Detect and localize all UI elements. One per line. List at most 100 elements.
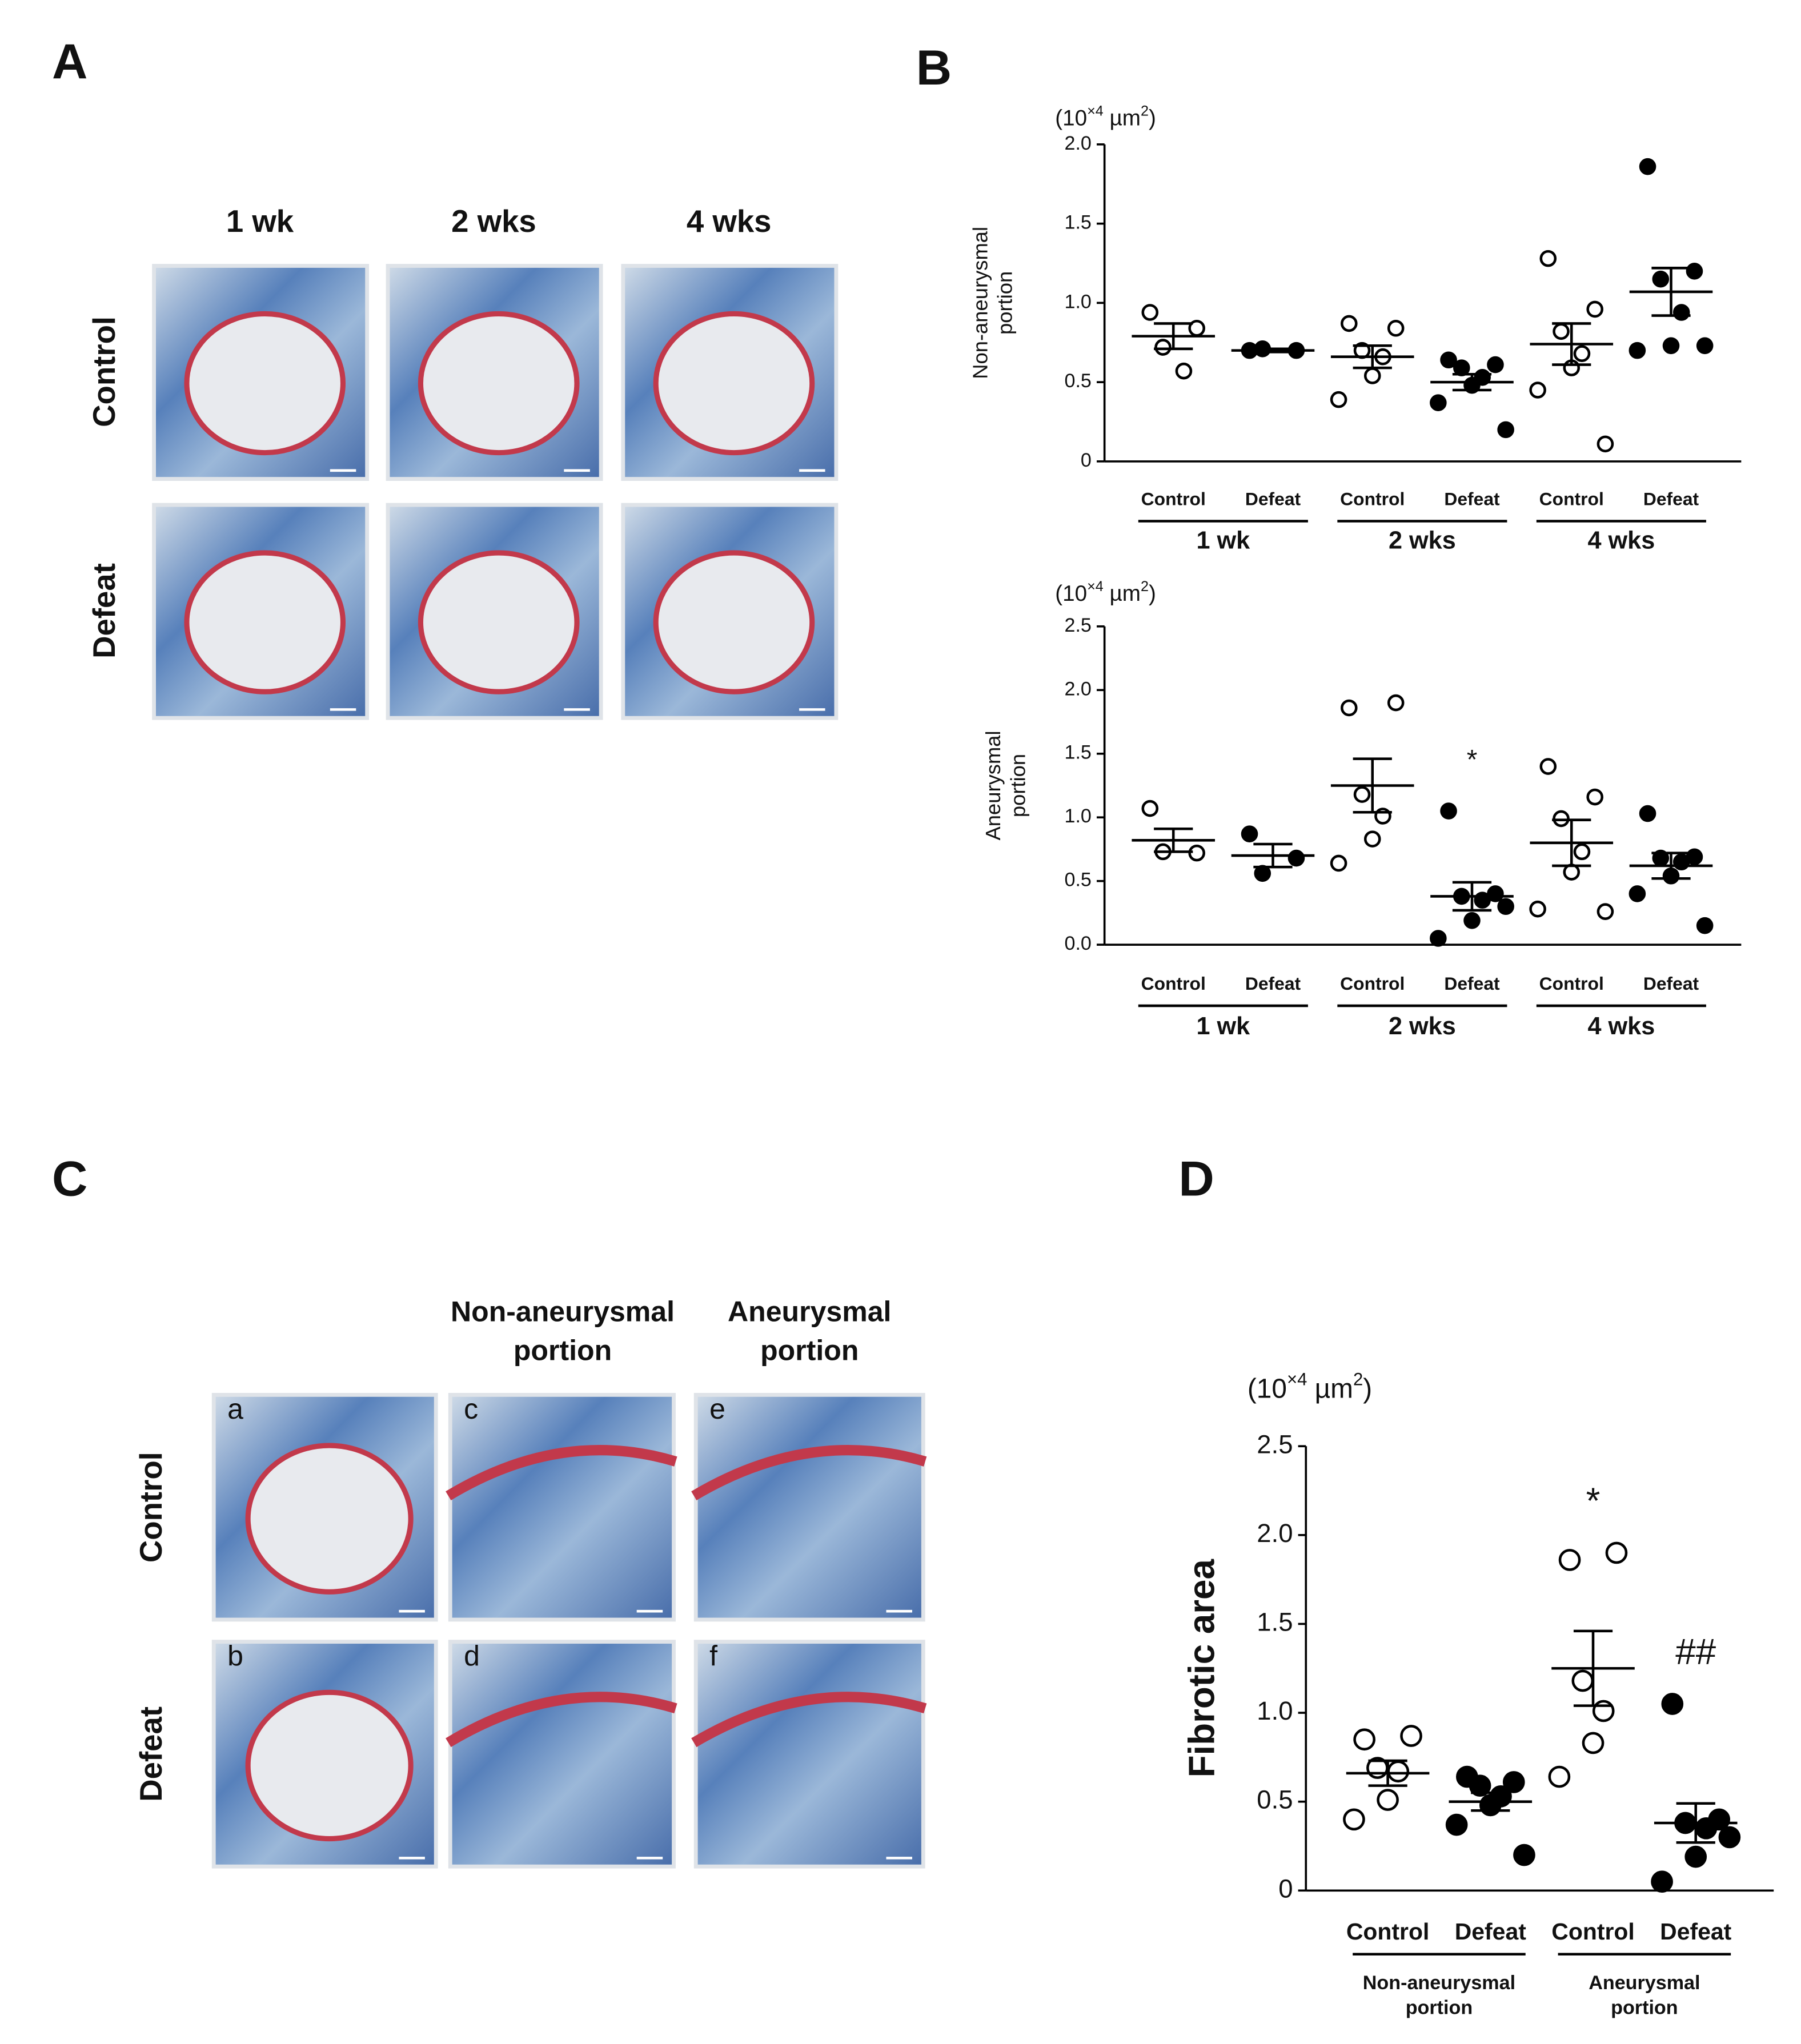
column-label: Non-aneurysmal [451,1295,675,1327]
data-point [1582,1732,1605,1754]
data-point [1353,1728,1375,1751]
image-letter: e [709,1393,725,1425]
unit-label: (10×4 µm2) [1055,579,1156,607]
data-point [1686,263,1703,280]
data-point [1343,1808,1365,1831]
data-point [1597,435,1614,453]
unit-label: (10×4 µm2) [1055,103,1156,131]
unit-part: µm [1104,581,1141,606]
data-point [1573,345,1591,362]
y-tick-label: 0.5 [1064,869,1091,891]
data-point [1141,800,1159,817]
data-point [1440,802,1457,820]
group-label: Non-aneurysmal [1363,1972,1515,1994]
group-label: Aneurysmal [1589,1972,1700,1994]
y-tick-label: 0.0 [1064,933,1091,954]
y-tick-label: 2.0 [1257,1519,1293,1548]
data-point [1241,825,1258,842]
y-axis-title: Aneurysmal [981,730,1005,840]
data-point [1548,1765,1571,1788]
y-tick-label: 0.5 [1257,1785,1293,1814]
vessel-wall [691,1444,927,1500]
data-point [1469,1774,1491,1797]
data-point [1529,900,1546,918]
vessel-wall [184,311,346,456]
data-point [1463,911,1481,929]
data-point [1445,1813,1468,1836]
y-tick-label: 1.0 [1064,291,1091,312]
panel-letter: D [1178,1151,1214,1206]
tissue [697,1644,921,1865]
y-tick-label: 2.0 [1064,132,1091,154]
image-letter: c [464,1393,478,1425]
x-tick-label: Defeat [1444,973,1500,994]
y-tick-label: 1.5 [1064,212,1091,234]
data-point [1605,1541,1628,1564]
data-point [1651,1870,1673,1893]
data-point [1628,342,1646,359]
data-point [1387,694,1405,712]
tissue [452,1396,672,1618]
x-tick-label: Defeat [1245,973,1301,994]
x-tick-label: Defeat [1245,489,1301,509]
unit-part: ×4 [1087,579,1104,595]
panel-letter: B [916,41,952,95]
data-point [1558,1549,1581,1571]
unit-part: (10 [1055,581,1087,606]
x-tick-label: Control [1346,1918,1430,1945]
data-point [1571,1669,1594,1692]
data-point [1497,898,1514,915]
y-tick-label: 2.5 [1064,615,1091,636]
column-label: portion [760,1335,859,1367]
x-tick-label: Defeat [1643,973,1699,994]
data-point [1141,304,1159,321]
y-tick-label: 1.5 [1257,1607,1293,1636]
y-axis-title: portion [1006,754,1029,817]
row-label: Defeat [134,1706,169,1802]
y-axis-title: Fibrotic area [1182,1559,1222,1778]
unit-part: 2 [1141,103,1149,119]
unit-part: (10 [1055,106,1087,131]
x-tick-label: Control [1141,973,1206,994]
x-tick-label: Control [1539,489,1604,509]
data-point [1586,788,1603,806]
y-tick-label: 0 [1081,449,1092,471]
x-tick-label: Control [1340,489,1405,509]
data-point [1639,158,1656,175]
data-point [1430,394,1447,411]
data-point [1529,382,1546,399]
annotation: * [1586,1480,1601,1521]
image-letter: a [227,1393,243,1425]
group-label: 1 wk [1197,1013,1251,1040]
data-point [1513,1844,1535,1866]
vessel-wall [245,1689,414,1842]
data-point [1502,1771,1525,1793]
data-point [1430,930,1447,947]
tissue [452,1644,672,1865]
data-point [1586,300,1603,318]
column-label: portion [514,1335,612,1367]
group-label: portion [1611,1997,1678,2018]
data-point [1661,1693,1684,1715]
data-point [1453,359,1470,376]
y-tick-label: 1.0 [1064,805,1091,827]
vessel-wall [446,1692,677,1748]
unit-part: ) [1149,106,1156,131]
data-point [1330,854,1347,872]
data-point [1353,786,1371,803]
vessel-wall [653,550,815,694]
column-label: 2 wks [451,204,536,239]
data-point [1652,270,1670,288]
data-point [1592,1700,1615,1722]
data-point [1487,356,1504,374]
y-axis-title: Non-aneurysmal [968,227,992,379]
unit-label: (10×4 µm2) [1248,1369,1372,1404]
group-label: 4 wks [1588,527,1655,554]
y-axis-title: portion [993,271,1017,335]
row-label: Defeat [87,563,122,658]
x-tick-label: Control [1539,973,1604,994]
x-tick-label: Defeat [1455,1918,1526,1945]
vessel-wall [418,311,580,456]
group-label: 2 wks [1389,1013,1456,1040]
